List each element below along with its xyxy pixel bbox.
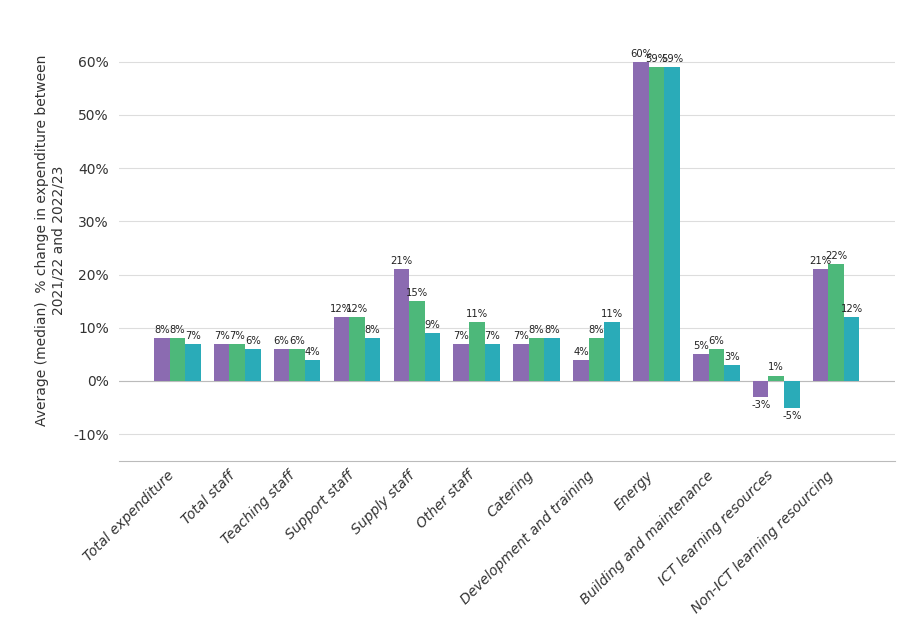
Bar bbox=[245, 349, 260, 381]
Text: 60%: 60% bbox=[630, 49, 652, 59]
Bar bbox=[648, 67, 665, 381]
Text: 8%: 8% bbox=[589, 325, 604, 335]
Text: 1%: 1% bbox=[769, 362, 784, 372]
Bar bbox=[365, 339, 381, 381]
Text: 11%: 11% bbox=[466, 309, 488, 319]
Text: 7%: 7% bbox=[185, 330, 201, 340]
Bar bbox=[469, 323, 485, 381]
Bar bbox=[513, 344, 529, 381]
Text: 8%: 8% bbox=[544, 325, 560, 335]
Bar bbox=[274, 349, 289, 381]
Text: 6%: 6% bbox=[274, 336, 289, 346]
Bar bbox=[349, 317, 365, 381]
Bar bbox=[693, 355, 708, 381]
Text: 7%: 7% bbox=[454, 330, 469, 340]
Bar bbox=[753, 381, 769, 397]
Bar bbox=[844, 317, 859, 381]
Bar bbox=[604, 323, 620, 381]
Bar bbox=[289, 349, 305, 381]
Text: 22%: 22% bbox=[825, 251, 847, 260]
Bar bbox=[454, 344, 469, 381]
Text: -5%: -5% bbox=[782, 411, 802, 420]
Text: 59%: 59% bbox=[645, 54, 667, 64]
Text: 6%: 6% bbox=[289, 336, 305, 346]
Bar bbox=[333, 317, 349, 381]
Bar bbox=[633, 62, 648, 381]
Text: 8%: 8% bbox=[365, 325, 381, 335]
Bar bbox=[229, 344, 245, 381]
Text: 7%: 7% bbox=[229, 330, 245, 340]
Text: 8%: 8% bbox=[529, 325, 544, 335]
Text: 6%: 6% bbox=[245, 336, 260, 346]
Text: 15%: 15% bbox=[405, 288, 428, 298]
Bar bbox=[724, 365, 740, 381]
Bar bbox=[784, 381, 800, 408]
Bar bbox=[828, 264, 844, 381]
Bar bbox=[708, 349, 724, 381]
Text: 6%: 6% bbox=[708, 336, 724, 346]
Text: 7%: 7% bbox=[485, 330, 500, 340]
Bar bbox=[154, 339, 170, 381]
Text: 4%: 4% bbox=[305, 346, 320, 356]
Bar bbox=[394, 269, 409, 381]
Y-axis label: Average (median)  % change in expenditure between
2021/22 and 2022/23: Average (median) % change in expenditure… bbox=[35, 54, 65, 426]
Text: 9%: 9% bbox=[425, 320, 440, 330]
Text: 12%: 12% bbox=[331, 304, 352, 314]
Text: 21%: 21% bbox=[810, 256, 832, 266]
Bar bbox=[425, 333, 440, 381]
Text: -3%: -3% bbox=[751, 400, 771, 410]
Text: 12%: 12% bbox=[841, 304, 863, 314]
Text: 59%: 59% bbox=[661, 54, 683, 64]
Bar bbox=[589, 339, 604, 381]
Bar bbox=[769, 376, 784, 381]
Bar bbox=[544, 339, 560, 381]
Text: 5%: 5% bbox=[693, 341, 708, 351]
Text: 21%: 21% bbox=[390, 256, 413, 266]
Bar bbox=[185, 344, 201, 381]
Bar bbox=[305, 360, 320, 381]
Text: 12%: 12% bbox=[346, 304, 368, 314]
Text: 8%: 8% bbox=[170, 325, 185, 335]
Text: 8%: 8% bbox=[154, 325, 170, 335]
Bar bbox=[665, 67, 680, 381]
Bar bbox=[170, 339, 185, 381]
Bar bbox=[813, 269, 828, 381]
Bar bbox=[573, 360, 589, 381]
Text: 11%: 11% bbox=[601, 309, 624, 319]
Text: 7%: 7% bbox=[513, 330, 529, 340]
Text: 7%: 7% bbox=[214, 330, 229, 340]
Text: 3%: 3% bbox=[724, 352, 740, 362]
Bar bbox=[529, 339, 544, 381]
Bar bbox=[409, 301, 425, 381]
Bar bbox=[214, 344, 229, 381]
Bar bbox=[485, 344, 500, 381]
Text: 4%: 4% bbox=[573, 346, 589, 356]
